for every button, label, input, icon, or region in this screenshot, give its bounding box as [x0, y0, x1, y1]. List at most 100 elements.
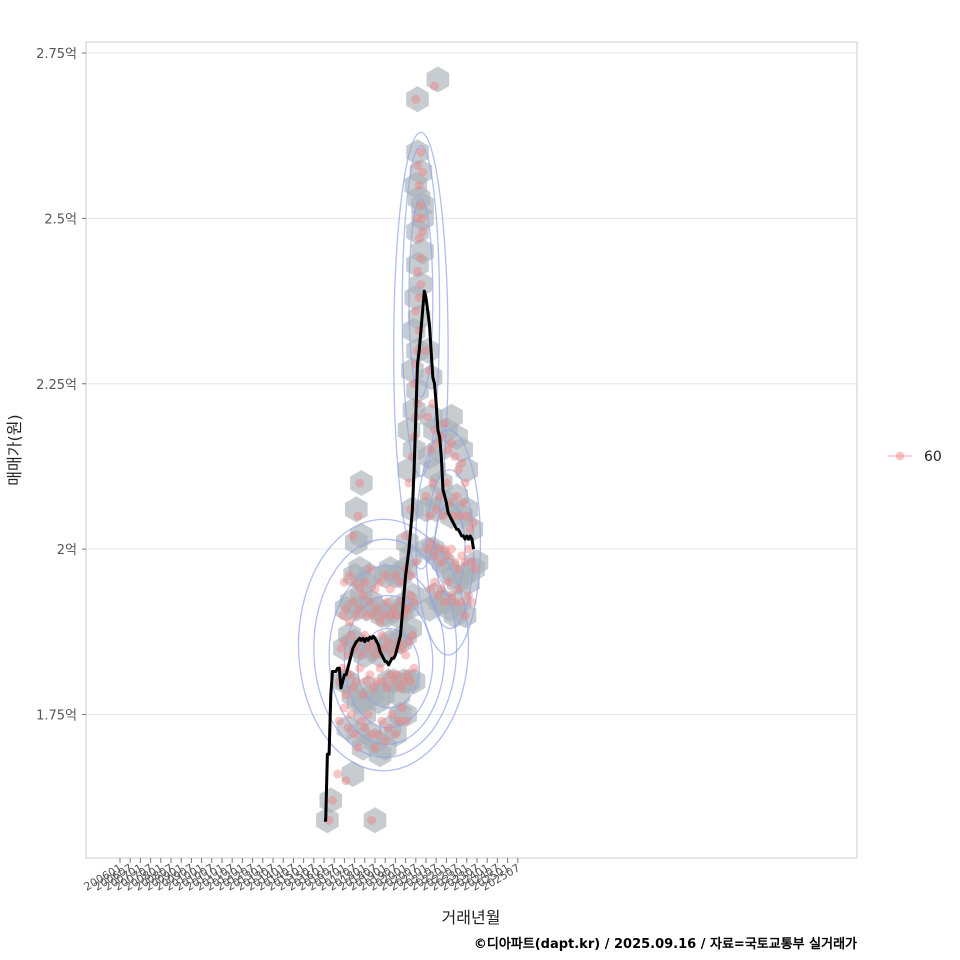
data-point [387, 710, 397, 719]
data-point [373, 729, 383, 739]
density-contour [401, 144, 441, 478]
data-point [402, 670, 412, 680]
trend-line-60 [324, 289, 476, 822]
data-point [458, 498, 468, 508]
data-point [353, 743, 363, 753]
hexbin-cell [341, 761, 365, 787]
data-point [365, 597, 375, 607]
data-point [430, 577, 439, 587]
hexbin-cell [416, 337, 439, 364]
data-point [462, 511, 472, 521]
data-point [453, 564, 463, 574]
hexbin-cell [450, 436, 473, 463]
legend: 60 [888, 449, 942, 465]
data-point [368, 610, 378, 620]
data-point [390, 571, 400, 581]
data-point [379, 610, 388, 620]
data-point [367, 815, 377, 825]
data-point [397, 703, 407, 713]
data-point [351, 610, 361, 620]
data-point [443, 551, 453, 561]
legend-label-60: 60 [924, 449, 942, 465]
data-point [355, 584, 365, 594]
data-point [460, 557, 470, 567]
data-point [435, 491, 445, 501]
data-point [356, 716, 366, 726]
data-point [392, 610, 402, 620]
data-point [440, 544, 450, 554]
data-point [465, 524, 475, 534]
data-point [379, 676, 388, 686]
density-contours [297, 131, 482, 772]
data-point [370, 743, 380, 753]
density-contour [343, 594, 434, 729]
data-point [348, 531, 358, 541]
source-caption: ©디아파트(dapt.kr) / 2025.09.16 / 자료=국토교통부 실… [474, 936, 857, 952]
data-point [464, 544, 473, 554]
density-contour [408, 197, 434, 398]
hexbin-cell [345, 496, 368, 523]
data-point [450, 557, 460, 567]
data-point [431, 504, 441, 514]
grid-lines [86, 52, 857, 715]
data-point [372, 604, 382, 614]
data-point [428, 478, 438, 488]
data-point [407, 630, 417, 640]
hexbin-cell [419, 364, 443, 391]
data-point [348, 683, 358, 693]
data-point [402, 604, 412, 614]
data-point [394, 716, 404, 726]
data-point [363, 643, 373, 653]
data-point [360, 723, 370, 733]
data-point [418, 167, 428, 177]
data-point [353, 511, 363, 521]
data-point [411, 94, 421, 104]
data-point [397, 643, 407, 653]
data-point [370, 584, 380, 594]
legend-point-swatch [895, 451, 905, 461]
data-point [341, 690, 351, 700]
hexbin-cell [411, 238, 434, 265]
data-point [351, 676, 361, 686]
data-point [467, 597, 477, 607]
data-point [341, 604, 351, 614]
data-point [336, 643, 346, 653]
data-point [406, 590, 416, 600]
y-tick-label: 2.75억 [36, 47, 77, 62]
data-point [424, 511, 434, 521]
data-point [409, 663, 419, 673]
data-point [457, 597, 467, 607]
hexbin-cell [350, 470, 373, 496]
data-point [372, 676, 382, 686]
data-point [433, 590, 443, 600]
y-tick-label: 2.25억 [36, 378, 77, 393]
y-axis-title: 매매가(원) [5, 414, 24, 485]
hexbin-cell [411, 192, 434, 219]
data-point [367, 729, 377, 739]
data-point [339, 637, 349, 647]
data-point [416, 280, 426, 290]
density-contour [433, 502, 466, 597]
data-point [467, 557, 477, 567]
data-point [430, 81, 439, 91]
data-point [404, 637, 414, 647]
hexbin-cell [402, 668, 426, 695]
data-point [406, 571, 416, 581]
data-point [339, 577, 349, 587]
data-point [411, 557, 421, 567]
data-point [375, 617, 385, 627]
data-point [348, 597, 358, 607]
data-point [385, 670, 395, 680]
density-contour [415, 429, 482, 656]
data-point [423, 544, 433, 554]
y-tick-label: 1.75억 [36, 709, 77, 724]
data-point [380, 643, 390, 653]
data-point [345, 617, 354, 627]
y-tick-label: 2억 [57, 543, 77, 558]
density-contour [425, 469, 475, 630]
data-point [392, 670, 402, 680]
data-point [401, 716, 411, 726]
data-point [438, 511, 448, 521]
data-point [406, 676, 416, 686]
hexbin-cell [465, 549, 489, 576]
